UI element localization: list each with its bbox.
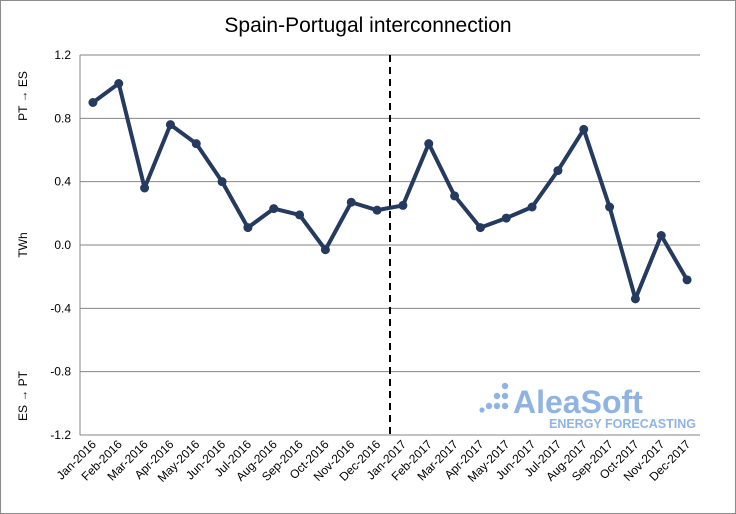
data-point [527, 202, 537, 212]
chart-title: Spain-Portugal interconnection [224, 14, 511, 37]
data-point [114, 79, 124, 88]
y-label-top: PT → ES [16, 71, 30, 121]
y-tick-label: 1.2 [54, 48, 71, 62]
data-point [475, 223, 485, 233]
y-tick-label: -0.8 [50, 365, 71, 379]
data-point [191, 139, 201, 149]
data-point [243, 223, 253, 233]
y-axis-label: TWh [16, 232, 30, 257]
data-point [346, 197, 356, 207]
data-point [295, 210, 305, 220]
data-point [682, 275, 692, 285]
logo-name: AleaSoft [513, 384, 643, 420]
y-tick-label: 0.4 [54, 175, 71, 189]
y-tick-label: 0.8 [54, 111, 71, 125]
data-point [269, 204, 279, 214]
data-point [605, 202, 615, 212]
data-point [501, 213, 511, 223]
data-point [320, 245, 330, 255]
series-line [91, 81, 689, 301]
data-point [424, 139, 434, 149]
data-point [579, 124, 589, 134]
data-point [656, 231, 666, 240]
data-point [630, 294, 640, 304]
logo-dots-icon [479, 382, 509, 413]
x-tick-labels: Jan-2016Feb-2016Mar-2016Apr-2016May-2016… [54, 437, 694, 485]
data-point [140, 183, 150, 193]
data-points [88, 79, 692, 304]
data-point [88, 98, 98, 107]
y-label-bottom: ES → PT [16, 370, 30, 421]
data-point [450, 191, 460, 201]
logo-tagline: ENERGY FORECASTING [549, 417, 696, 431]
y-tick-label: 0.0 [54, 238, 71, 252]
y-tick-label: -0.4 [50, 301, 71, 315]
y-tick-labels: -1.2 -0.8 -0.4 0.0 0.4 0.8 1.2 [50, 48, 71, 442]
data-point [553, 166, 563, 176]
data-point [165, 120, 175, 130]
data-point [217, 177, 227, 187]
data-point [372, 205, 382, 215]
y-tick-label: -1.2 [50, 428, 71, 442]
data-point [398, 200, 408, 210]
aleasoft-logo: AleaSoft ENERGY FORECASTING [479, 382, 696, 431]
